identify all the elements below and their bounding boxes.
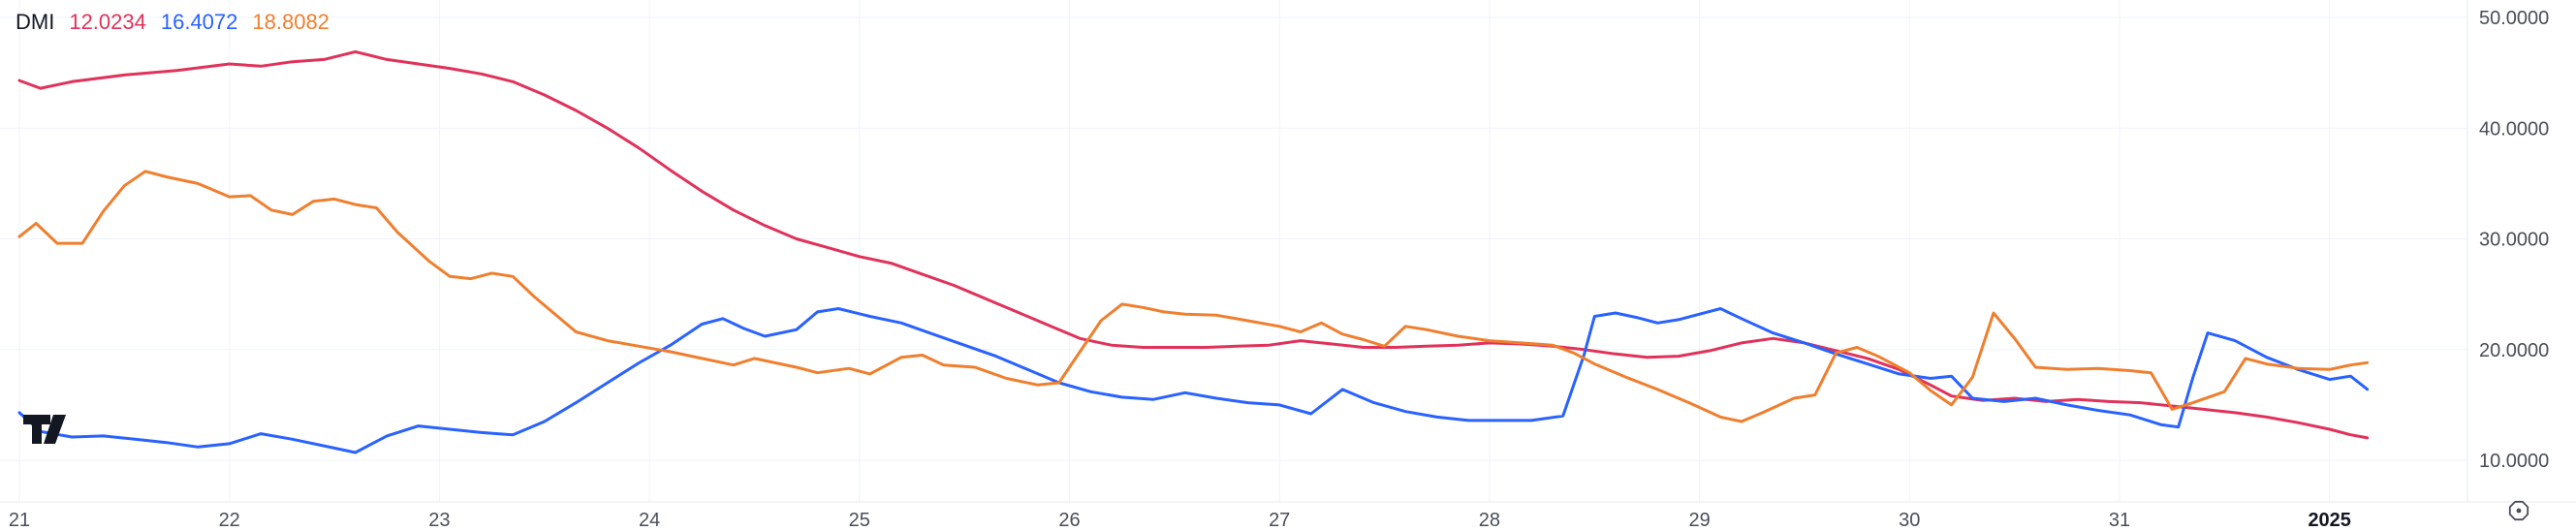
price-scale-label: 20.0000	[2479, 340, 2549, 361]
time-scale-label: 25	[849, 510, 870, 531]
indicator-value-blue: 16.4072	[160, 10, 238, 34]
price-scale-label: 30.0000	[2479, 230, 2549, 251]
series-line-orange	[17, 170, 2370, 423]
indicator-value-orange: 18.8082	[252, 10, 330, 34]
time-scale-label: 30	[1899, 510, 1920, 531]
time-scale-label: 26	[1058, 510, 1080, 531]
time-scale-label: 23	[428, 510, 450, 531]
time-scale-label: 29	[1688, 510, 1710, 531]
price-scale-label: 50.0000	[2479, 8, 2549, 29]
series-lines	[17, 49, 2370, 454]
time-scale-label: 22	[219, 510, 240, 531]
time-scale-label: 21	[9, 510, 30, 531]
tradingview-logo-icon[interactable]	[23, 415, 68, 451]
time-scale-label: 31	[2109, 510, 2130, 531]
time-scale-label: 28	[1479, 510, 1500, 531]
price-scale-label: 40.0000	[2479, 118, 2549, 140]
series-line-red	[17, 49, 2370, 440]
time-scale-label: 24	[639, 510, 660, 531]
indicator-title[interactable]: DMI	[16, 10, 55, 34]
time-scale-label: 2025	[2308, 510, 2351, 531]
time-axis-settings-gear-icon[interactable]	[2506, 498, 2531, 528]
indicator-legend: DMI 12.0234 16.4072 18.8082	[16, 10, 330, 35]
grid	[0, 0, 2467, 502]
price-scale[interactable]: 50.0000 40.0000 30.0000 20.0000 10.0000	[2479, 8, 2549, 472]
time-scale[interactable]: 21 22 23 24 25 26 27 28 29 30 31 2025	[9, 510, 2351, 531]
series-line-blue	[17, 307, 2370, 454]
indicator-value-red: 12.0234	[69, 10, 146, 34]
price-scale-label: 10.0000	[2479, 451, 2549, 472]
time-scale-label: 27	[1269, 510, 1290, 531]
